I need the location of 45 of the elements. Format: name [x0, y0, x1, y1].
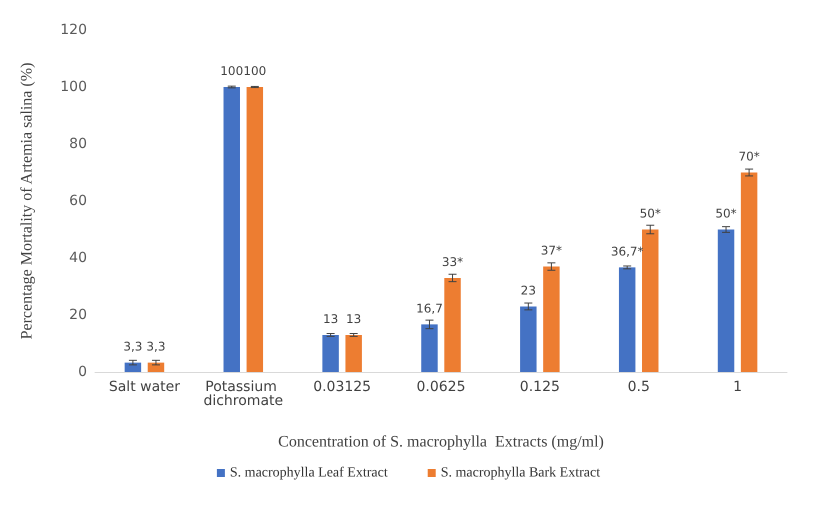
legend-label: S. macrophylla Bark Extract [440, 466, 600, 480]
data-label: 3,3 [146, 340, 166, 354]
data-label: 13 [346, 312, 362, 326]
bar [421, 324, 438, 372]
x-tick-label: 0.125 [520, 379, 560, 395]
data-label: 13 [322, 312, 338, 326]
x-axis-title: Concentration of S. macrophylla Extracts (mg/ml) [278, 434, 604, 450]
bar [345, 334, 362, 372]
x-tick-label: Salt water [108, 379, 180, 395]
data-label: 23 [520, 283, 536, 298]
bar [618, 267, 636, 372]
bar [543, 266, 560, 372]
bar [124, 362, 142, 372]
y-tick-label: 40 [69, 250, 87, 266]
bar [224, 87, 240, 372]
data-label: 100 [243, 64, 266, 78]
data-label: 50* [640, 206, 661, 220]
x-tick-label: Potassium dichromate [203, 379, 284, 409]
bar [740, 172, 758, 372]
bar [246, 87, 264, 372]
y-tick-label: 100 [60, 79, 87, 95]
y-axis-title: Percentage Mortality of Artemia salina (%) [18, 62, 36, 340]
x-tick-label: 0.03125 [313, 379, 372, 395]
bar [148, 362, 164, 372]
bar [718, 230, 734, 372]
data-label: 3,3 [123, 340, 142, 354]
bar [642, 230, 658, 372]
data-label: 100 [220, 64, 244, 78]
legend-label: S. macrophylla Leaf Extract [230, 466, 388, 480]
y-tick-label: 20 [69, 307, 87, 323]
y-tick-label: 0 [78, 364, 87, 380]
data-label: 50* [715, 206, 737, 220]
y-tick-label: 60 [69, 193, 87, 209]
y-tick-label: 120 [60, 22, 87, 38]
bar [520, 306, 537, 372]
y-tick-label: 80 [69, 136, 87, 152]
bar [322, 334, 339, 372]
data-label: 16,7 [416, 301, 443, 316]
data-label: 70* [738, 150, 760, 164]
bar [444, 278, 461, 372]
x-tick-label: 0.0625 [416, 379, 466, 395]
x-tick-label: 1 [733, 379, 742, 395]
x-tick-label: 0.5 [628, 379, 650, 395]
data-label: 37* [540, 244, 562, 258]
data-label: 33* [442, 254, 464, 269]
